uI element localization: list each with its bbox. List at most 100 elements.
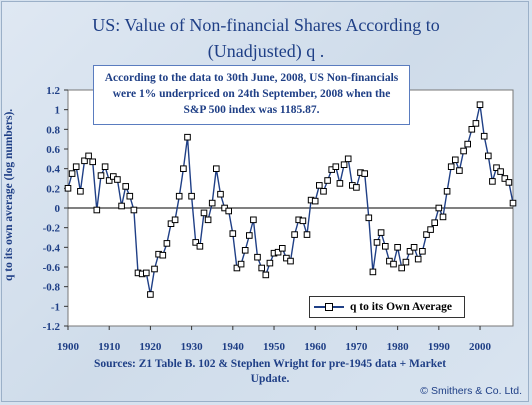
data-point	[365, 214, 373, 222]
data-point	[423, 231, 430, 238]
data-point	[452, 156, 459, 164]
copyright-credit: © Smithers & Co. Ltd.	[420, 385, 522, 397]
y-tick-label: -0.8	[43, 282, 61, 294]
x-tick-label: 1940	[222, 341, 245, 353]
data-point	[130, 206, 138, 214]
data-point	[414, 255, 422, 263]
data-point	[398, 264, 405, 272]
data-point	[291, 231, 298, 238]
x-tick-label: 1930	[181, 341, 204, 353]
y-tick-label: -0.6	[43, 262, 61, 274]
data-point	[497, 168, 504, 175]
source-note: Sources: Z1 Table B. 102 & Stephen Wrigh…	[93, 358, 447, 385]
data-point	[361, 170, 368, 177]
data-point	[229, 230, 237, 237]
data-point	[213, 165, 220, 172]
data-point	[447, 163, 455, 170]
data-point	[105, 177, 113, 184]
legend: q to its Own Average	[309, 296, 465, 318]
data-point	[159, 251, 167, 259]
data-point	[225, 207, 232, 215]
data-point	[456, 167, 463, 174]
x-tick-label: 1990	[428, 341, 451, 353]
y-tick-label: -1	[51, 301, 60, 313]
y-tick-label: 0	[55, 203, 61, 215]
data-point	[435, 204, 443, 212]
x-tick-label: 1900	[57, 341, 80, 353]
data-point	[250, 216, 257, 224]
data-point	[81, 157, 88, 165]
data-point	[208, 199, 216, 207]
data-point	[118, 202, 125, 210]
data-point	[171, 216, 179, 224]
y-tick-label: 1	[55, 105, 61, 117]
legend-swatch	[314, 301, 344, 313]
data-point	[344, 155, 352, 163]
data-point	[274, 248, 282, 256]
data-point	[468, 126, 476, 133]
data-point	[89, 158, 97, 166]
y-tick-label: 0.6	[46, 144, 60, 156]
data-point	[382, 243, 389, 250]
data-point	[266, 259, 274, 267]
data-point	[377, 229, 385, 236]
data-point	[299, 217, 307, 225]
data-point	[505, 179, 513, 186]
data-point	[311, 197, 319, 205]
data-point	[101, 163, 109, 170]
x-tick-label: 1950	[263, 341, 286, 353]
data-point	[72, 163, 80, 170]
data-point	[439, 213, 447, 221]
data-point	[369, 268, 377, 276]
data-point	[406, 248, 414, 255]
chart-title-line2: (Unadjusted) q .	[207, 41, 325, 61]
data-point	[431, 219, 438, 226]
y-tick-label: 0.2	[46, 183, 60, 195]
data-point	[509, 199, 517, 207]
data-point	[93, 206, 101, 214]
data-point	[246, 232, 253, 239]
data-point	[196, 243, 204, 250]
data-point	[390, 260, 397, 268]
data-point	[180, 165, 187, 172]
chart-title-line1: US: Value of Non-financial Shares Accord…	[92, 15, 440, 35]
chart-title: US: Value of Non-financial Shares Accord…	[0, 12, 532, 64]
data-point	[241, 247, 249, 254]
data-point	[303, 231, 311, 238]
data-point	[472, 120, 480, 127]
x-tick-label: 1910	[98, 341, 121, 353]
data-point	[427, 226, 434, 233]
data-point	[163, 240, 171, 247]
data-point	[410, 244, 418, 251]
data-point	[262, 271, 270, 279]
data-point	[192, 239, 199, 246]
data-point	[394, 244, 401, 251]
data-point	[493, 164, 500, 171]
y-tick-label: -1.2	[43, 321, 61, 333]
data-point	[237, 260, 245, 268]
x-tick-label: 1980	[387, 341, 410, 353]
series-layer	[64, 101, 517, 298]
data-point	[336, 180, 344, 187]
data-point	[443, 188, 451, 195]
data-point	[64, 185, 72, 192]
data-point	[126, 192, 134, 200]
data-point	[402, 258, 410, 266]
data-point	[419, 248, 426, 255]
data-point	[460, 147, 467, 155]
x-tick-label: 1960	[304, 341, 327, 353]
data-point	[340, 161, 348, 168]
data-point	[217, 190, 224, 198]
data-point	[147, 291, 154, 298]
data-point	[373, 239, 381, 246]
y-tick-label: -0.4	[43, 242, 61, 254]
data-point	[77, 188, 84, 195]
data-point	[316, 182, 323, 189]
y-tick-label: 0.8	[46, 124, 60, 136]
data-point	[320, 188, 327, 195]
data-point	[204, 216, 212, 224]
data-point	[167, 220, 175, 227]
data-point	[200, 209, 208, 217]
data-point	[233, 264, 241, 272]
data-point	[151, 265, 158, 273]
